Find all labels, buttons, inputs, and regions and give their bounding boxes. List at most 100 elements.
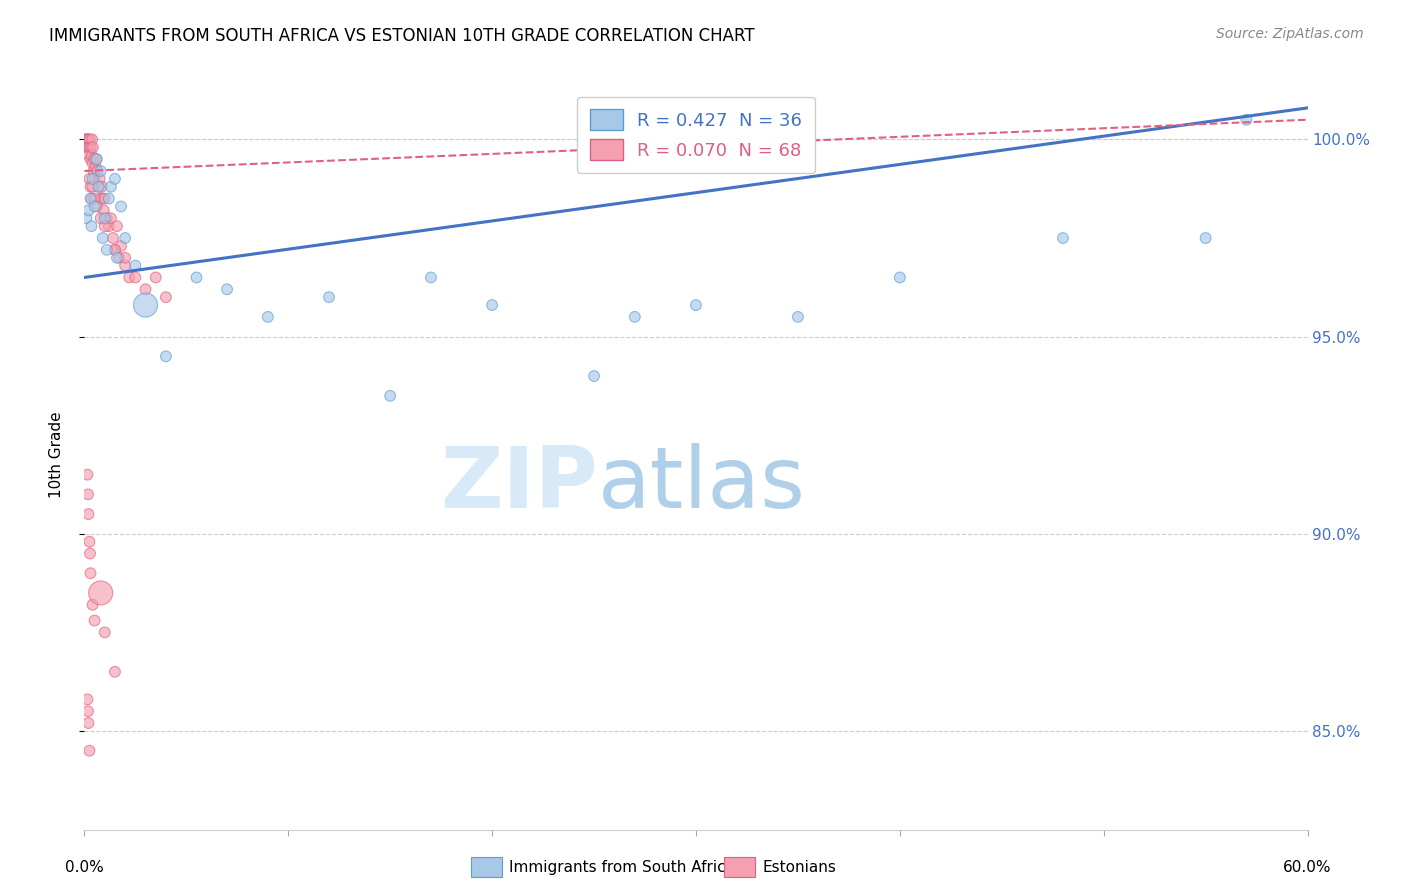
Point (93, 192, 115, 206)
Text: 60.0%: 60.0% (1284, 860, 1331, 874)
Point (80, 148, 103, 162)
Point (685, 298, 707, 312)
Point (90, 179, 112, 194)
Point (380, 389, 402, 403)
Point (100, 179, 122, 194)
Point (80, 192, 103, 206)
Point (80, 140, 103, 154)
Point (76, 692, 98, 706)
Point (83, 192, 105, 206)
Point (96, 243, 118, 257)
Point (104, 243, 127, 257)
Point (1195, 231, 1218, 245)
Point (76, 467, 98, 482)
Point (82, 172, 104, 186)
Point (79, 172, 101, 186)
Point (135, 282, 157, 296)
Point (583, 369, 606, 384)
Point (79, 534, 101, 549)
Point (114, 251, 136, 265)
Point (108, 251, 131, 265)
Point (105, 251, 128, 265)
Point (110, 239, 132, 253)
Point (75, 140, 97, 154)
Point (75, 132, 97, 146)
Point (89, 172, 111, 186)
Point (77, 203, 100, 218)
Point (90, 586, 112, 600)
Point (93, 211, 115, 226)
Point (79, 566, 101, 581)
Point (104, 665, 127, 679)
Point (105, 219, 128, 234)
Point (118, 270, 141, 285)
Point (87, 179, 110, 194)
Point (77, 132, 100, 146)
Point (79, 192, 101, 206)
Text: IMMIGRANTS FROM SOUTH AFRICA VS ESTONIAN 10TH GRADE CORRELATION CHART: IMMIGRANTS FROM SOUTH AFRICA VS ESTONIAN… (49, 27, 755, 45)
Text: Estonians: Estonians (762, 860, 837, 874)
Point (420, 270, 443, 285)
Point (83, 172, 105, 186)
Point (1052, 231, 1074, 245)
Point (75, 211, 97, 226)
Point (76, 140, 98, 154)
Point (135, 298, 157, 312)
Point (100, 211, 122, 226)
Point (82, 156, 104, 170)
Point (97, 219, 120, 234)
Point (84, 160, 107, 174)
Point (83, 164, 105, 178)
Point (77, 716, 100, 731)
Point (86, 164, 108, 178)
Point (96, 211, 118, 226)
Point (83, 152, 105, 166)
Point (104, 243, 127, 257)
Point (318, 290, 340, 304)
Point (76, 132, 98, 146)
Point (217, 282, 239, 296)
Point (624, 310, 647, 324)
Point (79, 132, 101, 146)
Point (90, 211, 112, 226)
Point (83, 614, 105, 628)
Point (91, 231, 114, 245)
Point (83, 199, 105, 213)
Point (257, 310, 280, 324)
Point (145, 270, 167, 285)
Point (186, 270, 208, 285)
Point (80, 219, 103, 234)
Point (86, 152, 108, 166)
Point (114, 231, 136, 245)
Point (82, 598, 104, 612)
Point (79, 152, 101, 166)
Point (77, 148, 100, 162)
Point (77, 132, 100, 146)
Text: ZIP: ZIP (440, 443, 598, 526)
Point (90, 164, 112, 178)
Point (87, 179, 110, 194)
Point (101, 231, 124, 245)
Point (93, 203, 115, 218)
Point (91, 192, 114, 206)
Text: Source: ZipAtlas.com: Source: ZipAtlas.com (1216, 27, 1364, 41)
Text: 0.0%: 0.0% (65, 860, 104, 874)
Point (86, 199, 108, 213)
Point (93, 219, 115, 234)
Point (104, 172, 127, 186)
Point (90, 192, 112, 206)
Text: atlas: atlas (598, 443, 806, 526)
Point (82, 132, 104, 146)
Point (110, 199, 132, 213)
Point (82, 140, 104, 154)
Point (79, 140, 101, 154)
Point (97, 192, 120, 206)
Point (124, 259, 146, 273)
Y-axis label: 10th Grade: 10th Grade (49, 411, 63, 499)
Point (77, 487, 100, 501)
Point (86, 152, 108, 166)
Point (155, 290, 177, 304)
Point (79, 547, 101, 561)
Point (114, 259, 136, 273)
Point (889, 270, 911, 285)
